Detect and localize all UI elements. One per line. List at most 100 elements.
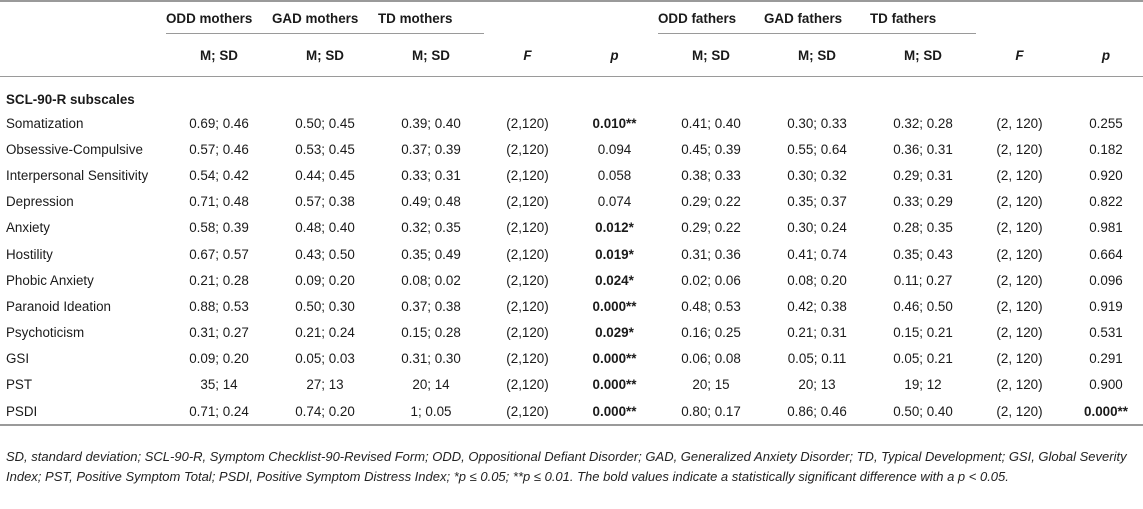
cell-gad-mothers: 0.48; 0.40 <box>295 220 355 236</box>
cell-p-fathers: 0.664 <box>1089 246 1123 262</box>
table-row: Depression 0.71; 0.48 0.57; 0.38 0.49; 0.48… <box>0 189 1143 215</box>
row-label: Somatization <box>6 115 84 131</box>
cell-odd-fathers: 0.16; 0.25 <box>681 325 741 341</box>
cell-gad-fathers: 20; 13 <box>798 377 836 393</box>
col-header-f: F <box>976 35 1063 77</box>
col-header: M; SD <box>870 35 976 77</box>
cell-gad-fathers: 0.30; 0.24 <box>787 220 847 236</box>
cell-gad-fathers: 0.41; 0.74 <box>787 246 847 262</box>
cell-td-mothers: 0.35; 0.49 <box>401 246 461 262</box>
section-label: SCL-90-R subscales <box>6 92 135 107</box>
cell-odd-mothers: 0.69; 0.46 <box>189 115 249 131</box>
row-label: Hostility <box>6 246 53 262</box>
cell-odd-mothers: 0.88; 0.53 <box>189 298 249 314</box>
cell-td-fathers: 0.50; 0.40 <box>870 398 976 427</box>
cell-odd-mothers: 0.09; 0.20 <box>189 351 249 367</box>
cell-f-mothers: (2,120) <box>506 141 549 157</box>
cell-gad-fathers: 0.42; 0.38 <box>787 298 847 314</box>
cell-p-mothers: 0.019* <box>595 246 634 262</box>
cell-p-mothers: 0.029* <box>595 325 634 341</box>
cell-f-fathers: (2, 120) <box>996 167 1043 183</box>
cell-p-fathers: 0.096 <box>1089 272 1123 288</box>
cell-td-mothers: 0.39; 0.40 <box>401 115 461 131</box>
row-label: Paranoid Ideation <box>6 298 111 314</box>
row-label: Depression <box>6 194 74 210</box>
group-header-gad-mothers: GAD mothers <box>272 0 378 35</box>
cell-p-mothers: 0.000** <box>571 398 658 427</box>
cell-f-fathers: (2, 120) <box>996 298 1043 314</box>
cell-p-mothers: 0.000** <box>592 377 637 393</box>
cell-f-fathers: (2, 120) <box>996 325 1043 341</box>
cell-odd-fathers: 0.31; 0.36 <box>681 246 741 262</box>
table-footnote: SD, standard deviation; SCL-90-R, Sympto… <box>6 449 1127 484</box>
cell-odd-mothers: 0.31; 0.27 <box>189 325 249 341</box>
cell-td-fathers: 0.11; 0.27 <box>893 272 953 288</box>
table-row: Obsessive-Compulsive 0.57; 0.46 0.53; 0.45… <box>0 136 1143 162</box>
scl90r-table: ODD mothers GAD mothers TD mothers ODD f… <box>0 0 1143 427</box>
cell-p-fathers: 0.182 <box>1089 141 1123 157</box>
cell-gad-mothers: 0.09; 0.20 <box>295 272 355 288</box>
cell-p-fathers: 0.919 <box>1089 298 1123 314</box>
cell-odd-fathers: 0.41; 0.40 <box>681 115 741 131</box>
cell-f-fathers: (2, 120) <box>996 351 1043 367</box>
group-header-odd-fathers: ODD fathers <box>658 0 764 35</box>
cell-f-fathers: (2, 120) <box>996 194 1043 210</box>
col-header: M; SD <box>658 35 764 77</box>
group-header-td-fathers: TD fathers <box>870 0 976 35</box>
cell-f-mothers: (2,120) <box>506 298 549 314</box>
cell-f-fathers: (2, 120) <box>996 272 1043 288</box>
row-label: Obsessive-Compulsive <box>6 141 143 157</box>
cell-gad-mothers: 0.50; 0.45 <box>295 115 355 131</box>
cell-f-mothers: (2,120) <box>506 325 549 341</box>
cell-odd-mothers: 0.21; 0.28 <box>189 272 249 288</box>
cell-td-mothers: 0.37; 0.38 <box>401 298 461 314</box>
cell-f-mothers: (2,120) <box>506 272 549 288</box>
table-row: Hostility 0.67; 0.57 0.43; 0.50 0.35; 0.49 (… <box>0 241 1143 267</box>
cell-td-fathers: 0.33; 0.29 <box>893 194 953 210</box>
cell-gad-fathers: 0.21; 0.31 <box>787 325 847 341</box>
cell-p-fathers: 0.900 <box>1089 377 1123 393</box>
cell-td-mothers: 1; 0.05 <box>378 398 484 427</box>
cell-odd-mothers: 0.57; 0.46 <box>189 141 249 157</box>
table-row: PST 35; 14 27; 13 20; 14 (2,120) 0.000** 20; 1… <box>0 372 1143 398</box>
cell-p-fathers: 0.981 <box>1089 220 1123 236</box>
cell-p-mothers: 0.074 <box>597 194 632 210</box>
cell-gad-fathers: 0.05; 0.11 <box>787 351 847 367</box>
cell-p-mothers: 0.012* <box>595 220 634 236</box>
cell-td-mothers: 0.15; 0.28 <box>401 325 461 341</box>
cell-gad-mothers: 0.05; 0.03 <box>295 351 355 367</box>
cell-odd-fathers: 0.29; 0.22 <box>681 194 741 210</box>
cell-gad-fathers: 0.30; 0.32 <box>787 167 847 183</box>
cell-odd-fathers: 0.06; 0.08 <box>681 351 741 367</box>
table-row: PSDI 0.71; 0.24 0.74; 0.20 1; 0.05 (2,120) 0.… <box>0 398 1143 427</box>
cell-td-mothers: 0.33; 0.31 <box>401 167 461 183</box>
cell-gad-fathers: 0.30; 0.33 <box>787 115 847 131</box>
cell-td-mothers: 0.49; 0.48 <box>401 194 461 210</box>
cell-p-fathers: 0.291 <box>1089 351 1123 367</box>
cell-gad-mothers: 0.53; 0.45 <box>295 141 355 157</box>
cell-f-mothers: (2,120) <box>506 115 549 131</box>
cell-td-mothers: 0.37; 0.39 <box>401 141 461 157</box>
cell-odd-mothers: 35; 14 <box>200 377 238 393</box>
cell-odd-fathers: 0.29; 0.22 <box>681 220 741 236</box>
cell-p-mothers: 0.000** <box>592 351 637 367</box>
col-header: M; SD <box>166 35 272 77</box>
cell-p-mothers: 0.024* <box>595 272 634 288</box>
cell-p-fathers: 0.531 <box>1089 325 1123 341</box>
table-row: Interpersonal Sensitivity 0.54; 0.42 0.44;… <box>0 162 1143 188</box>
cell-gad-mothers: 0.21; 0.24 <box>295 325 355 341</box>
cell-gad-fathers: 0.55; 0.64 <box>787 141 847 157</box>
cell-td-fathers: 19; 12 <box>904 377 942 393</box>
cell-odd-mothers: 0.54; 0.42 <box>189 167 249 183</box>
col-header-p: p <box>571 35 658 77</box>
group-header-gad-fathers: GAD fathers <box>764 0 870 35</box>
cell-td-fathers: 0.36; 0.31 <box>893 141 953 157</box>
cell-gad-mothers: 0.57; 0.38 <box>295 194 355 210</box>
cell-td-fathers: 0.35; 0.43 <box>893 246 953 262</box>
cell-p-fathers: 0.920 <box>1089 167 1123 183</box>
cell-p-fathers: 0.822 <box>1089 194 1123 210</box>
row-label: Interpersonal Sensitivity <box>6 167 149 183</box>
col-header-p: p <box>1063 35 1143 77</box>
col-header: M; SD <box>764 35 870 77</box>
cell-f-fathers: (2, 120) <box>996 377 1043 393</box>
